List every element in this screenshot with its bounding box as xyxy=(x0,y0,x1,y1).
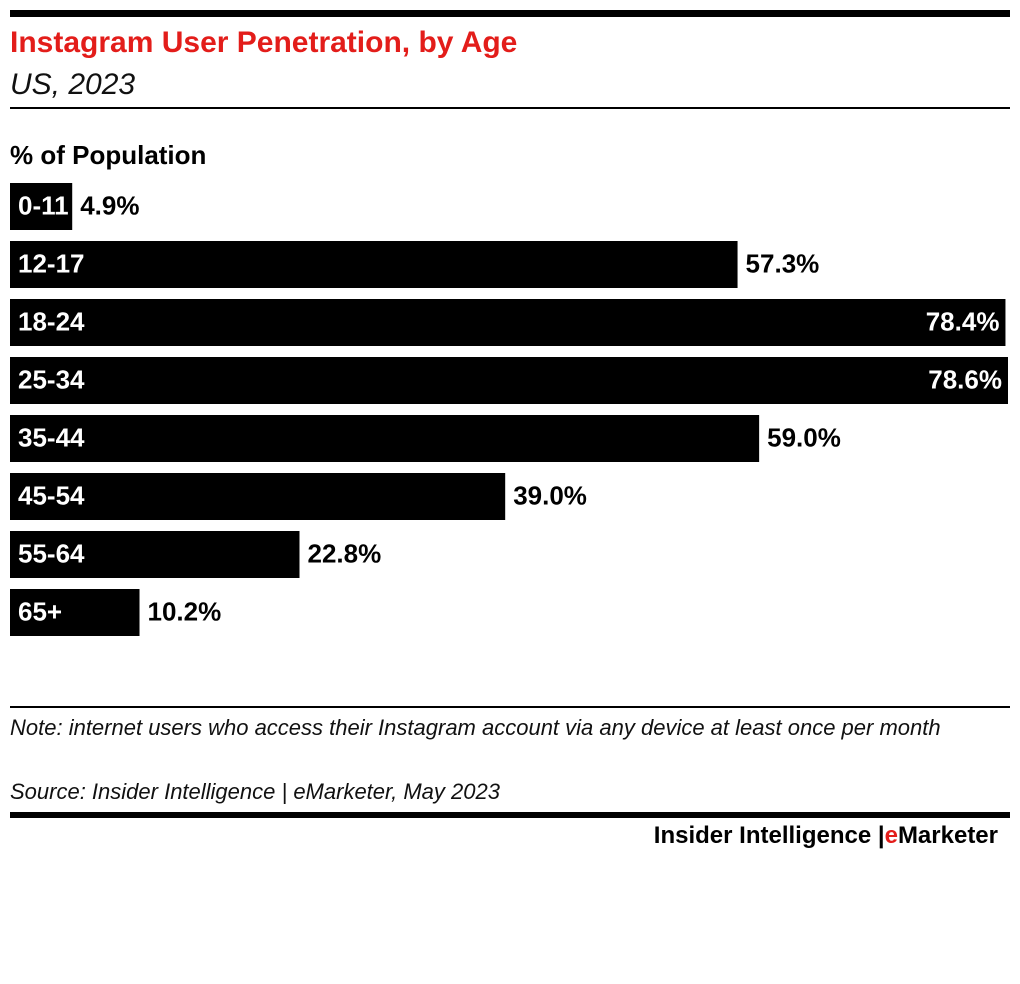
rule xyxy=(10,706,1010,708)
category-label: 45-54 xyxy=(18,480,85,510)
category-label: 65+ xyxy=(18,596,62,626)
category-label: 0-11 xyxy=(18,190,69,220)
category-label: 55-64 xyxy=(18,538,85,568)
brand-accent: e xyxy=(884,822,898,849)
category-label: 35-44 xyxy=(18,422,85,452)
chart-title: Instagram User Penetration, by Age xyxy=(10,26,517,59)
source: Source: Insider Intelligence | eMarketer… xyxy=(10,779,500,804)
category-label: 25-34 xyxy=(18,364,85,394)
bottom-rule xyxy=(10,812,1010,818)
chart-subtitle: US, 2023 xyxy=(10,68,135,101)
bar xyxy=(10,473,506,520)
bar xyxy=(10,531,300,578)
brand-rest: Marketer xyxy=(897,822,998,849)
value-label: 78.6% xyxy=(928,364,1002,394)
note: Note: internet users who access their In… xyxy=(10,715,941,740)
bar xyxy=(10,183,73,230)
value-label: 59.0% xyxy=(767,422,841,452)
bar xyxy=(10,299,1006,346)
bar xyxy=(10,241,738,288)
value-label: 10.2% xyxy=(148,596,222,626)
category-label: 12-17 xyxy=(18,248,85,278)
rule xyxy=(10,107,1010,109)
bar xyxy=(10,357,1008,404)
axis-label: % of Population xyxy=(10,140,206,170)
category-label: 18-24 xyxy=(18,306,85,336)
top-rule xyxy=(10,10,1010,17)
bar xyxy=(10,589,140,636)
brand-main: Insider Intelligence | xyxy=(653,822,885,849)
value-label: 78.4% xyxy=(926,306,1000,336)
value-label: 57.3% xyxy=(746,248,820,278)
value-label: 4.9% xyxy=(80,190,139,220)
value-label: 39.0% xyxy=(513,480,587,510)
bar xyxy=(10,415,760,462)
brand: Insider Intelligence |eMarketer xyxy=(654,822,998,850)
value-label: 22.8% xyxy=(307,538,381,568)
